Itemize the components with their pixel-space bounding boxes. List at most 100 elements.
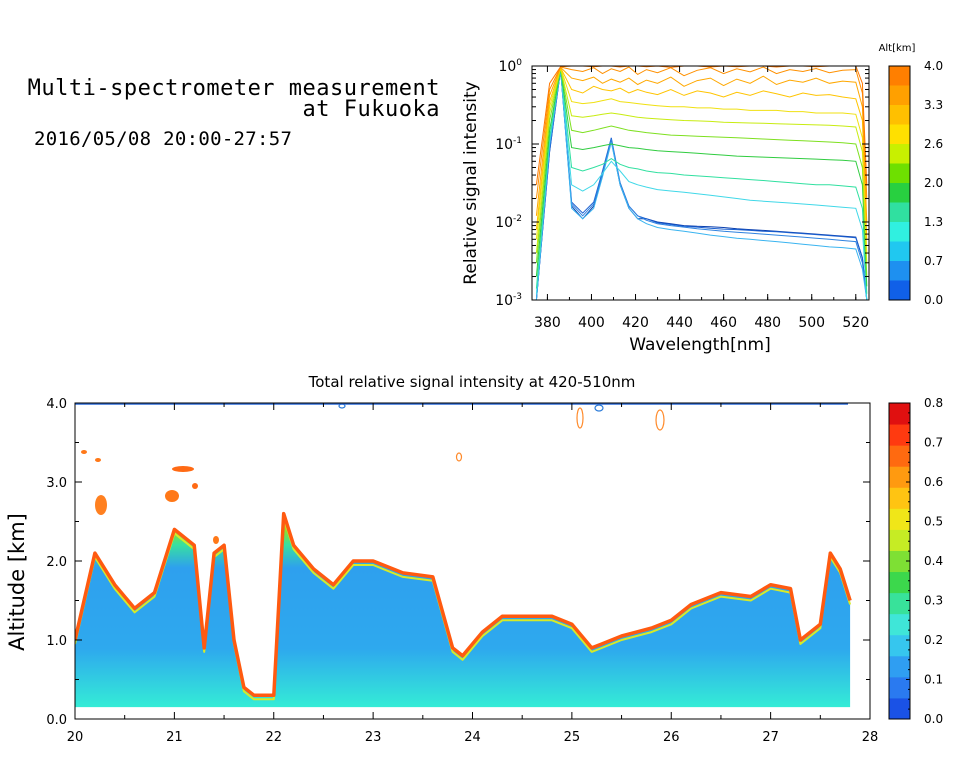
altitude-colorbar-swatch (889, 261, 910, 281)
spectrum-plot-frame (531, 65, 870, 301)
spectrum-series-line (535, 66, 868, 240)
intensity-colorbar-tick-label: 0.0 (924, 712, 943, 726)
heatmap-plot-area (75, 403, 852, 708)
speckle (192, 483, 198, 489)
spectrum-ylabel: Relative signal intensity (461, 81, 481, 284)
heatmap-x-tick-label: 28 (862, 730, 879, 745)
spectrum-x-tick-label: 480 (754, 315, 781, 331)
intensity-colorbar-tick-label: 0.1 (924, 673, 943, 687)
intensity-colorbar-swatch (889, 550, 910, 573)
intensity-colorbar-tick-label: 0.8 (924, 396, 943, 410)
altitude-colorbar-title: Alt[km] (879, 43, 916, 54)
spectrum-y-tick-label: 10-1 (495, 136, 522, 153)
spectrum-series-line (535, 68, 868, 300)
heatmap-x-tick-label: 22 (265, 730, 282, 745)
heatmap-x-tick-label: 25 (564, 730, 581, 745)
intensity-colorbar-swatch (889, 529, 910, 551)
intensity-colorbar-swatch (889, 634, 910, 657)
heatmap-x-ticks: 20 21 22 23 24 25 26 27 28 (67, 403, 879, 745)
figure-title-line1: Multi-spectrometer measurement (27, 76, 440, 101)
spectrum-x-tick-label: 460 (710, 315, 737, 331)
speckle (81, 450, 87, 454)
altitude-colorbar-swatch (889, 144, 910, 164)
intensity-colorbar-tick-label: 0.3 (924, 594, 943, 608)
spectrum-x-tick-label: 520 (842, 315, 869, 331)
intensity-colorbar-tick-label: 0.4 (924, 554, 943, 568)
altitude-colorbar-swatch (889, 241, 910, 262)
spectrum-series-line (535, 68, 868, 300)
heatmap-x-tick-label: 27 (762, 730, 779, 745)
intensity-colorbar-swatch (889, 592, 910, 615)
speckle (655, 409, 665, 431)
altitude-colorbar-swatch (889, 124, 910, 145)
speckle (213, 536, 219, 544)
altitude-colorbar-tick-label: 2.6 (924, 137, 943, 151)
spectrum-series-line (535, 68, 868, 294)
altitude-colorbar-swatch (889, 85, 910, 106)
altitude-colorbar: 4.0 3.3 2.6 2.0 1.3 0.7 0.0 (888, 59, 943, 307)
spectrum-series-line (535, 66, 868, 254)
intensity-colorbar-swatch (889, 655, 910, 678)
intensity-colorbar-swatch (889, 613, 910, 636)
intensity-colorbar-tick-label: 0.6 (924, 475, 943, 489)
altitude-colorbar-tick-label: 1.3 (924, 215, 943, 229)
altitude-colorbar-swatch (889, 183, 910, 203)
spectrum-series-line (535, 69, 868, 300)
intensity-colorbar-swatch (889, 466, 910, 488)
intensity-colorbar: 0.0 0.1 0.2 0.3 0.4 0.5 0.6 0.7 0.8 (888, 396, 943, 726)
heatmap-y-tick-label: 3.0 (46, 476, 67, 491)
altitude-colorbar-swatch (889, 280, 910, 301)
intensity-colorbar-tick-label: 0.5 (924, 515, 943, 529)
heatmap-chart: Total relative signal intensity at 420-5… (5, 373, 943, 745)
heatmap-edge-red (75, 511, 852, 698)
altitude-colorbar-frame (888, 65, 911, 301)
speckle (455, 452, 463, 462)
figure-title-line2: at Fukuoka (302, 97, 440, 122)
heatmap-ylabel: Altitude [km] (5, 513, 29, 651)
intensity-colorbar-swatch (889, 571, 910, 594)
speckle (95, 458, 101, 462)
altitude-colorbar-tick-label: 2.0 (924, 176, 943, 190)
altitude-colorbar-swatch (889, 163, 910, 184)
altitude-colorbar-tick-label: 0.7 (924, 254, 943, 268)
spectrum-y-tick-label: 10-2 (495, 214, 522, 231)
spectrum-series-line (535, 68, 868, 287)
heatmap-x-tick-label: 23 (365, 730, 382, 745)
intensity-colorbar-swatch (889, 424, 910, 446)
spectrum-y-tick-label: 10-3 (495, 292, 522, 309)
spectrum-x-tick-label: 500 (798, 315, 825, 331)
heatmap-cloud-speckles (75, 403, 848, 544)
intensity-colorbar-swatch (889, 487, 910, 509)
spectrum-x-tick-label: 400 (578, 315, 605, 331)
intensity-colorbar-swatch (889, 508, 910, 530)
altitude-colorbar-swatch (889, 202, 910, 223)
spectrum-series-line (535, 67, 868, 277)
spectrum-x-tick-label: 440 (666, 315, 693, 331)
heatmap-y-tick-label: 0.0 (46, 713, 67, 728)
heatmap-y-ticks: 0.0 1.0 2.0 3.0 4.0 (46, 397, 870, 728)
intensity-colorbar-tick-label: 0.7 (924, 436, 943, 450)
altitude-colorbar-swatch (889, 105, 910, 125)
spectrum-xlabel: Wavelength[nm] (629, 335, 770, 355)
intensity-colorbar-swatch (889, 403, 910, 425)
altitude-colorbar-swatch (889, 222, 910, 242)
altitude-colorbar-tick-label: 3.3 (924, 98, 943, 112)
speckle (576, 407, 584, 429)
heatmap-signal-field (75, 513, 851, 708)
intensity-colorbar-tick-label: 0.2 (924, 633, 943, 647)
spectrum-series-line (535, 69, 868, 300)
heatmap-title: Total relative signal intensity at 420-5… (308, 373, 636, 391)
altitude-colorbar-swatch (889, 66, 910, 86)
spectrum-series-line (535, 67, 868, 263)
speckle (594, 404, 604, 412)
speckle (172, 466, 194, 472)
spectrum-x-tick-label: 420 (622, 315, 649, 331)
intensity-colorbar-swatch (889, 445, 910, 467)
altitude-colorbar-tick-label: 0.0 (924, 293, 943, 307)
heatmap-y-tick-label: 4.0 (46, 397, 67, 412)
spectrum-y-tick-label: 100 (498, 58, 522, 75)
spectrum-series-lines (535, 66, 868, 300)
heatmap-x-tick-label: 21 (166, 730, 183, 745)
intensity-colorbar-swatch (889, 676, 910, 699)
